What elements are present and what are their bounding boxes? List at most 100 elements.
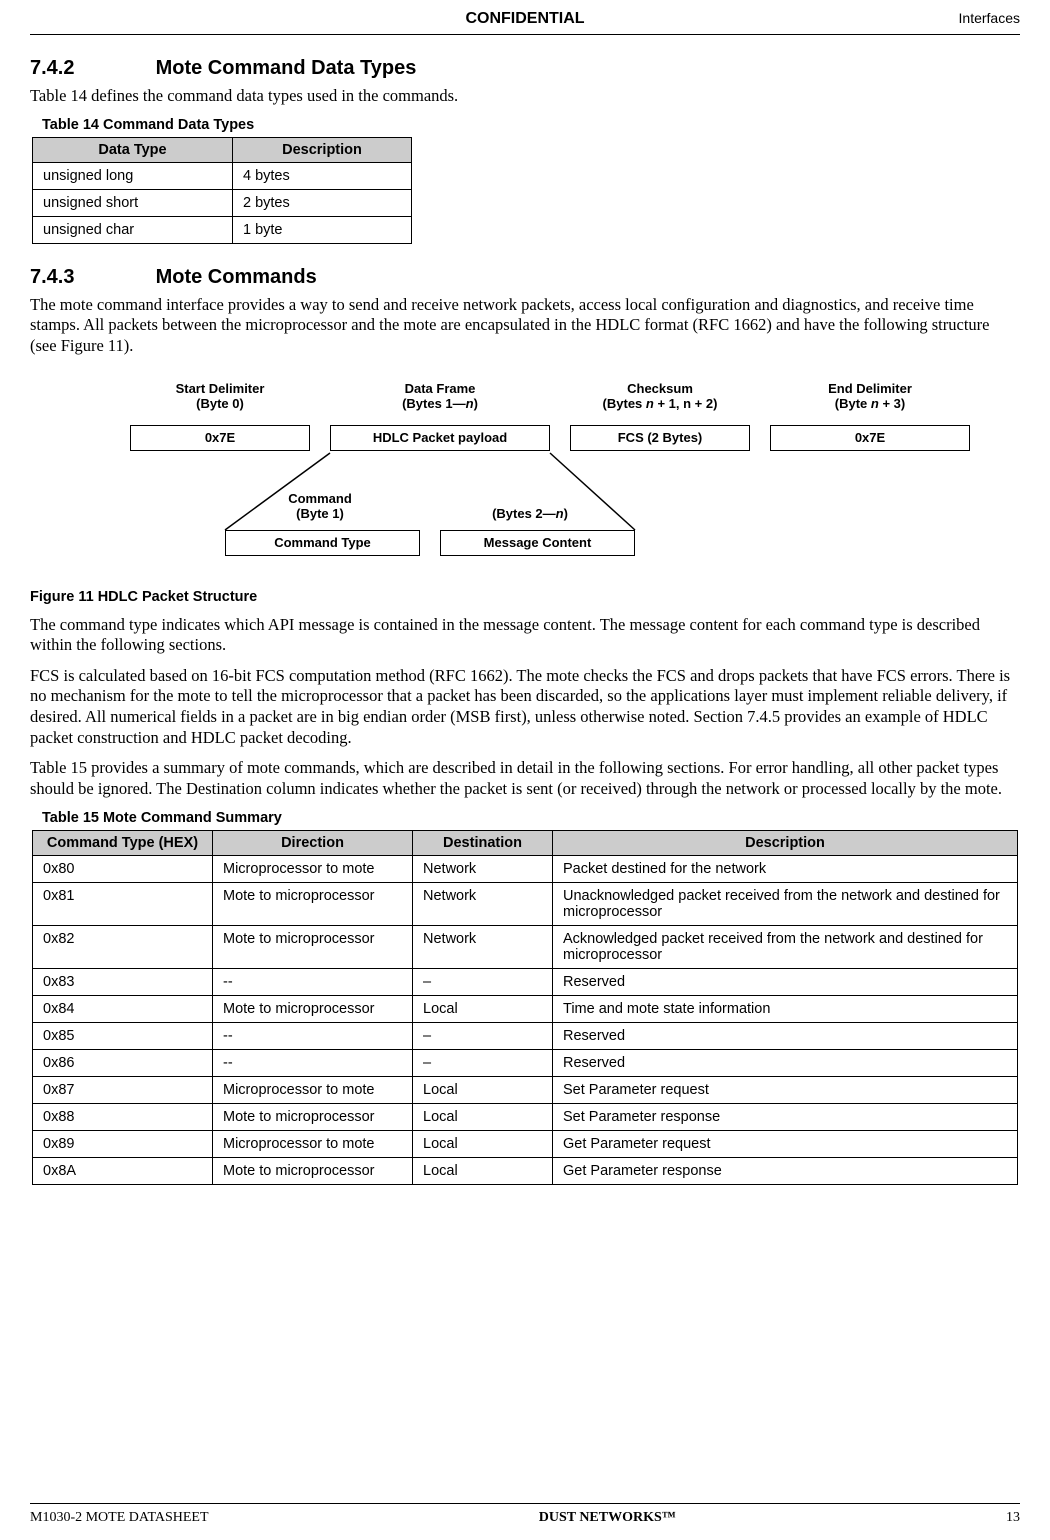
caption-figure11: Figure 11 HDLC Packet Structure — [30, 589, 1020, 605]
table-row: 0x83--–Reserved — [33, 968, 1018, 995]
figure-11-diagram: Start Delimiter(Byte 0) Data Frame(Bytes … — [30, 375, 1020, 575]
table-cell: Local — [413, 1130, 553, 1157]
table-row: 0x87Microprocessor to moteLocalSet Param… — [33, 1076, 1018, 1103]
table-cell: Get Parameter response — [553, 1157, 1018, 1184]
table-cell: unsigned long — [33, 162, 233, 189]
diagram-box: FCS (2 Bytes) — [570, 425, 750, 451]
table-row: 0x88Mote to microprocessorLocalSet Param… — [33, 1103, 1018, 1130]
t15-h2: Destination — [413, 830, 553, 855]
table-cell: – — [413, 1022, 553, 1049]
footer-left: M1030-2 MOTE DATASHEET — [30, 1510, 209, 1526]
table-cell: Set Parameter request — [553, 1076, 1018, 1103]
t15-h1: Direction — [213, 830, 413, 855]
table-row: unsigned char1 byte — [33, 216, 412, 243]
table-cell: Network — [413, 925, 553, 968]
table-cell: 1 byte — [233, 216, 412, 243]
table-cell: Mote to microprocessor — [213, 925, 413, 968]
caption-table15: Table 15 Mote Command Summary — [42, 810, 1020, 826]
table-15: Command Type (HEX) Direction Destination… — [32, 830, 1018, 1185]
t14-h1: Description — [233, 137, 412, 162]
table-row: 0x82Mote to microprocessorNetworkAcknowl… — [33, 925, 1018, 968]
heading-742-title: Mote Command Data Types — [156, 57, 417, 79]
table-cell: Network — [413, 882, 553, 925]
table-cell: Microprocessor to mote — [213, 855, 413, 882]
table-cell: Reserved — [553, 968, 1018, 995]
table-cell: Reserved — [553, 1049, 1018, 1076]
footer-center: DUST NETWORKS™ — [539, 1510, 676, 1526]
table-cell: Microprocessor to mote — [213, 1076, 413, 1103]
table-cell: unsigned char — [33, 216, 233, 243]
table-cell: Mote to microprocessor — [213, 882, 413, 925]
table-row: 0x81Mote to microprocessorNetworkUnackno… — [33, 882, 1018, 925]
heading-742: 7.4.2 Mote Command Data Types — [30, 57, 1020, 80]
table-cell: Set Parameter response — [553, 1103, 1018, 1130]
table-cell: Acknowledged packet received from the ne… — [553, 925, 1018, 968]
table-cell: 0x80 — [33, 855, 213, 882]
diagram-label: Checksum(Bytes n + 1, n + 2) — [560, 381, 760, 412]
diagram-label: Start Delimiter(Byte 0) — [140, 381, 300, 412]
table-cell: 0x86 — [33, 1049, 213, 1076]
p-743-3: FCS is calculated based on 16-bit FCS co… — [30, 666, 1020, 749]
table-cell: 0x85 — [33, 1022, 213, 1049]
diagram-box: Command Type — [225, 530, 420, 556]
caption-table14: Table 14 Command Data Types — [42, 117, 1020, 133]
diagram-label: Data Frame(Bytes 1—n) — [340, 381, 540, 412]
table-cell: Time and mote state information — [553, 995, 1018, 1022]
table-row: unsigned short2 bytes — [33, 189, 412, 216]
table-cell: Local — [413, 995, 553, 1022]
table-row: 0x84Mote to microprocessorLocalTime and … — [33, 995, 1018, 1022]
table-cell: – — [413, 968, 553, 995]
diagram-box: 0x7E — [770, 425, 970, 451]
table-row: 0x89Microprocessor to moteLocalGet Param… — [33, 1130, 1018, 1157]
table-row: 0x8AMote to microprocessorLocalGet Param… — [33, 1157, 1018, 1184]
table-cell: Mote to microprocessor — [213, 995, 413, 1022]
header-confidential: CONFIDENTIAL — [360, 10, 690, 28]
table-cell: 0x87 — [33, 1076, 213, 1103]
diagram-box: 0x7E — [130, 425, 310, 451]
table-cell: Unacknowledged packet received from the … — [553, 882, 1018, 925]
table-cell: Packet destined for the network — [553, 855, 1018, 882]
table-cell: -- — [213, 968, 413, 995]
table-cell: 0x84 — [33, 995, 213, 1022]
table-row: 0x85--–Reserved — [33, 1022, 1018, 1049]
diagram-box: HDLC Packet payload — [330, 425, 550, 451]
header-section: Interfaces — [690, 10, 1020, 26]
diagram-box: Message Content — [440, 530, 635, 556]
table-cell: -- — [213, 1049, 413, 1076]
table-cell: Mote to microprocessor — [213, 1157, 413, 1184]
table-cell: Local — [413, 1103, 553, 1130]
table-row: 0x80Microprocessor to moteNetworkPacket … — [33, 855, 1018, 882]
t15-h0: Command Type (HEX) — [33, 830, 213, 855]
table-cell: Network — [413, 855, 553, 882]
table-cell: Get Parameter request — [553, 1130, 1018, 1157]
footer-right: 13 — [1006, 1510, 1020, 1526]
heading-743-title: Mote Commands — [156, 266, 317, 288]
table-cell: unsigned short — [33, 189, 233, 216]
t14-h0: Data Type — [33, 137, 233, 162]
p-743-1: The mote command interface provides a wa… — [30, 295, 1020, 357]
diagram-label: (Bytes 2—n) — [440, 506, 620, 522]
table-cell: 0x89 — [33, 1130, 213, 1157]
page-header: CONFIDENTIAL Interfaces — [30, 0, 1020, 35]
heading-742-num: 7.4.2 — [30, 57, 150, 80]
table-cell: 2 bytes — [233, 189, 412, 216]
table-cell: 0x8A — [33, 1157, 213, 1184]
heading-743: 7.4.3 Mote Commands — [30, 266, 1020, 289]
table-cell: Local — [413, 1157, 553, 1184]
table-row: 0x86--–Reserved — [33, 1049, 1018, 1076]
p-743-2: The command type indicates which API mes… — [30, 615, 1020, 656]
t15-h3: Description — [553, 830, 1018, 855]
heading-743-num: 7.4.3 — [30, 266, 150, 289]
table-row: unsigned long4 bytes — [33, 162, 412, 189]
table-cell: Reserved — [553, 1022, 1018, 1049]
table-cell: Microprocessor to mote — [213, 1130, 413, 1157]
table-14: Data Type Description unsigned long4 byt… — [32, 137, 412, 244]
table-cell: 0x88 — [33, 1103, 213, 1130]
diagram-label: End Delimiter(Byte n + 3) — [780, 381, 960, 412]
table-cell: 0x81 — [33, 882, 213, 925]
p-743-4: Table 15 provides a summary of mote comm… — [30, 758, 1020, 799]
table-cell: 0x83 — [33, 968, 213, 995]
table-cell: 0x82 — [33, 925, 213, 968]
table-cell: – — [413, 1049, 553, 1076]
table-cell: Mote to microprocessor — [213, 1103, 413, 1130]
